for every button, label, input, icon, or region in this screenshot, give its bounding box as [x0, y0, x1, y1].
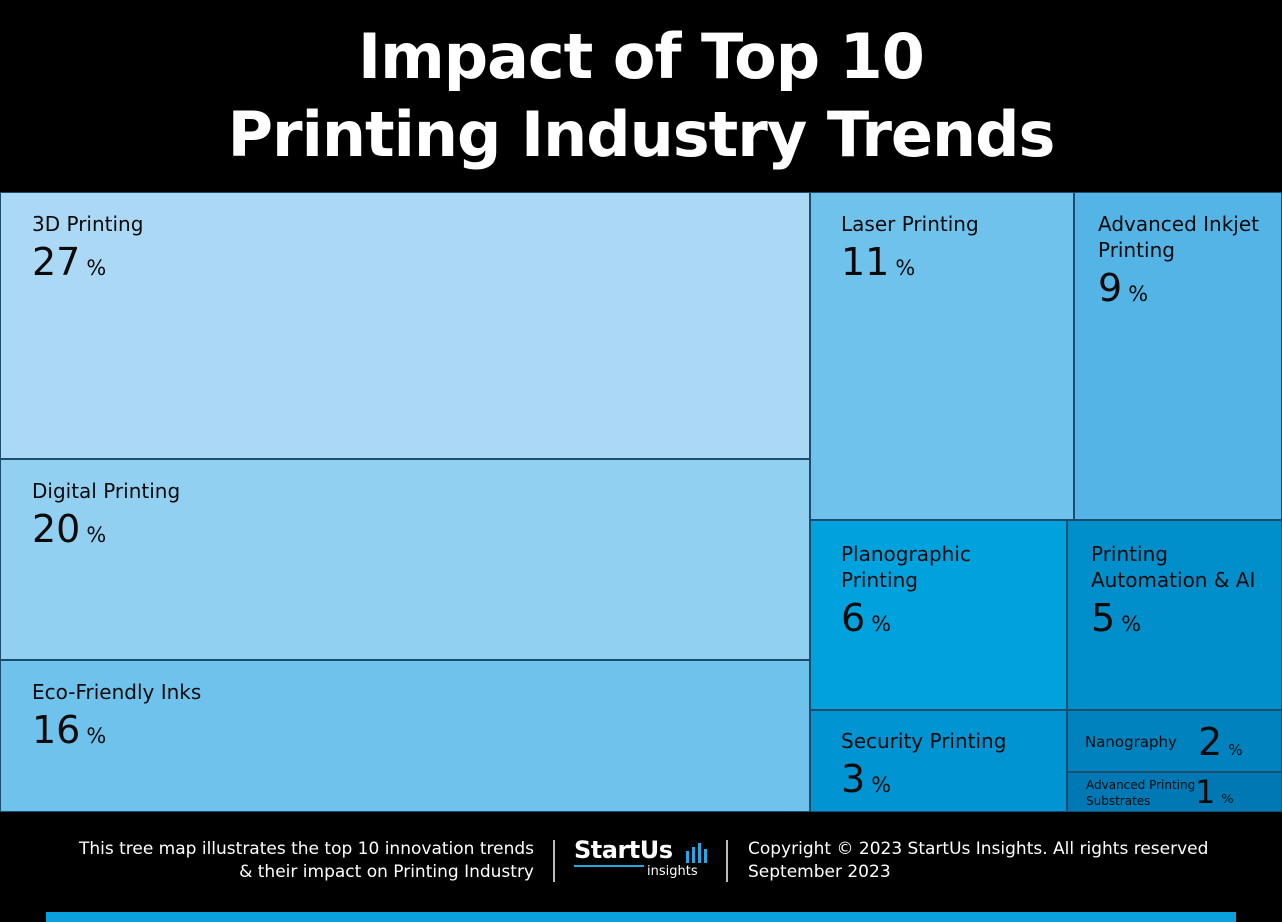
treemap-tile-laser-printing: Laser Printing 11% — [810, 192, 1074, 520]
footer-copyright: Copyright © 2023 StartUs Insights. All r… — [748, 838, 1268, 884]
title-line-2: Printing Industry Trends — [227, 98, 1056, 171]
tile-value-number: 5 — [1091, 596, 1116, 640]
tile-value-number: 11 — [841, 240, 890, 284]
logo-main-text: StartUs — [574, 836, 673, 864]
treemap-tile-advanced-printing-substrates: Advanced Printing Substrates 1% — [1067, 772, 1282, 812]
logo-bars-icon — [686, 843, 707, 863]
tile-value: 3% — [841, 758, 891, 806]
treemap-tile-nanography: Nanography 2% — [1067, 710, 1282, 772]
treemap: 3D Printing 27% Digital Printing 20% Eco-Fri… — [0, 192, 1282, 812]
footer: This tree map illustrates the top 10 inn… — [0, 812, 1282, 922]
tile-value-number: 16 — [32, 708, 81, 752]
tile-label: Printing Automation & AI — [1091, 542, 1256, 592]
treemap-tile-security-printing: Security Printing 3% — [810, 710, 1067, 812]
tile-label: Laser Printing — [841, 212, 979, 236]
tile-label: Advanced Printing Substrates — [1086, 778, 1196, 808]
tile-value: 5% — [1091, 597, 1141, 645]
footer-description-line-1: This tree map illustrates the top 10 inn… — [78, 839, 534, 859]
tile-label: 3D Printing — [32, 212, 144, 236]
tile-value: 20% — [32, 508, 106, 556]
tile-value-unit: % — [871, 612, 892, 636]
tile-label: Advanced Inkjet Printing — [1098, 212, 1260, 262]
footer-divider-right — [726, 840, 728, 882]
tile-value-unit: % — [86, 724, 107, 748]
tile-value-number: 1 — [1195, 773, 1216, 811]
bottom-accent-bar — [46, 912, 1236, 922]
tile-value-number: 27 — [32, 240, 81, 284]
tile-value-unit: % — [871, 773, 892, 797]
tile-value: 27% — [32, 241, 106, 289]
tile-value-unit: % — [1228, 741, 1243, 759]
tile-value: 1% — [1195, 775, 1234, 817]
tile-label: Planographic Printing — [841, 542, 971, 592]
footer-divider-left — [553, 840, 555, 882]
tile-label: Eco-Friendly Inks — [32, 680, 202, 704]
tile-value: 9% — [1098, 267, 1148, 315]
tile-label: Digital Printing — [32, 479, 181, 503]
title-line-1: Impact of Top 10 — [358, 20, 925, 93]
tile-value: 16% — [32, 709, 106, 757]
tile-value-unit: % — [1221, 792, 1234, 807]
logo-sub-text: insights — [647, 864, 698, 879]
tile-value-unit: % — [1121, 612, 1142, 636]
chart-title: Impact of Top 10 Printing Industry Trend… — [0, 0, 1282, 192]
treemap-tile-digital-printing: Digital Printing 20% — [0, 459, 810, 660]
tile-value-unit: % — [1128, 282, 1149, 306]
treemap-tile-eco-friendly-inks: Eco-Friendly Inks 16% — [0, 660, 810, 812]
treemap-tile-3d-printing: 3D Printing 27% — [0, 192, 810, 459]
tile-value-unit: % — [86, 256, 107, 280]
date-text: September 2023 — [748, 862, 891, 882]
tile-value-unit: % — [86, 523, 107, 547]
tile-label: Security Printing — [841, 729, 1007, 753]
treemap-tile-planographic-printing: Planographic Printing 6% — [810, 520, 1067, 710]
copyright-text: Copyright © 2023 StartUs Insights. All r… — [748, 839, 1209, 859]
tile-value-number: 20 — [32, 507, 81, 551]
treemap-tile-printing-automation-ai: Printing Automation & AI 5% — [1067, 520, 1282, 710]
tile-value-unit: % — [895, 256, 916, 280]
tile-value-number: 2 — [1198, 720, 1223, 764]
tile-value: 11% — [841, 241, 915, 289]
tile-value: 2% — [1198, 721, 1243, 771]
logo-underline — [574, 865, 644, 867]
tile-value-number: 6 — [841, 596, 866, 640]
tile-value: 6% — [841, 597, 891, 645]
tile-label: Nanography — [1085, 733, 1177, 751]
footer-description-line-2: & their impact on Printing Industry — [239, 862, 534, 882]
tile-value-number: 9 — [1098, 266, 1123, 310]
startus-insights-logo: StartUs insights — [574, 836, 714, 886]
tile-value-number: 3 — [841, 757, 866, 801]
treemap-tile-advanced-inkjet-printing: Advanced Inkjet Printing 9% — [1074, 192, 1282, 520]
footer-description: This tree map illustrates the top 10 inn… — [14, 838, 534, 884]
